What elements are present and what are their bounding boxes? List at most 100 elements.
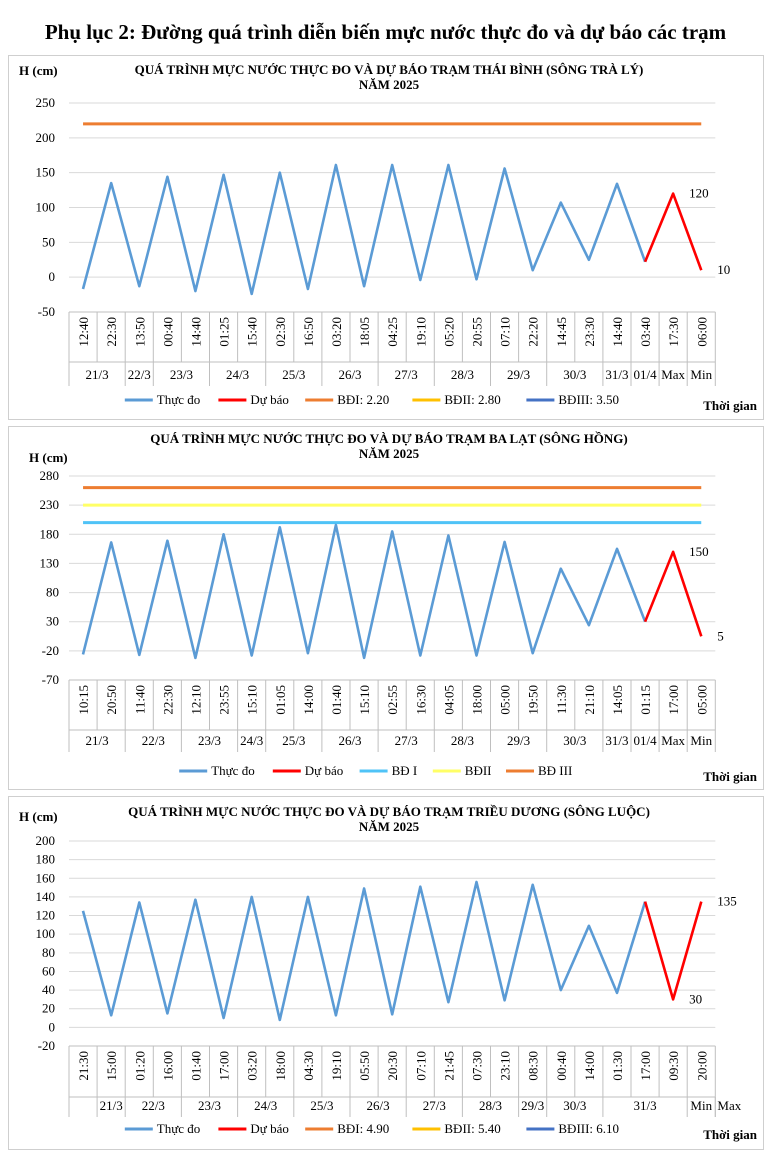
x-tick-label: 05:00 [694, 685, 709, 715]
date-group-label: Max [717, 1098, 741, 1113]
legend-label: BĐII: 5.40 [444, 1121, 500, 1136]
x-tick-label: 03:20 [329, 317, 344, 347]
date-group-label: Max [661, 733, 685, 748]
x-tick-label: 18:00 [273, 1051, 288, 1081]
x-tick-label: 04:25 [385, 317, 400, 347]
date-group-label: 21/3 [86, 367, 109, 382]
x-tick-label: 11:30 [554, 685, 569, 714]
date-group-label: 30/3 [563, 1098, 586, 1113]
x-axis-label: Thời gian [703, 398, 758, 413]
series-line-observed [81, 163, 647, 296]
x-tick-label: 14:05 [610, 685, 625, 715]
date-group-label: 31/3 [633, 1098, 656, 1113]
x-tick-label: 20:50 [104, 685, 119, 715]
chart-title: QUÁ TRÌNH MỰC NƯỚC THỰC ĐO VÀ DỰ BÁO TRẠ… [150, 431, 628, 446]
y-tick-label: 120 [36, 908, 56, 923]
x-tick-label: 04:30 [301, 1051, 316, 1081]
x-tick-label: 22:30 [160, 685, 175, 715]
date-group-label: 26/3 [367, 1098, 390, 1113]
legend-label: BĐ III [538, 763, 572, 778]
x-tick-label: 05:20 [441, 317, 456, 347]
series-line-forecast [643, 192, 703, 271]
date-group-label: 27/3 [395, 367, 418, 382]
date-group-label: 27/3 [423, 1098, 446, 1113]
x-tick-label: 01:40 [188, 1051, 203, 1081]
x-tick-label: 22:30 [104, 317, 119, 347]
date-group-label: 29/3 [521, 1098, 544, 1113]
date-group-label: 31/3 [605, 367, 628, 382]
y-axis-label: H (cm) [29, 450, 68, 465]
y-tick-label: 0 [49, 269, 56, 284]
x-tick-label: 14:40 [188, 317, 203, 347]
x-tick-label: 17:00 [217, 1051, 232, 1081]
y-tick-label: -20 [42, 643, 59, 658]
y-axis-label: H (cm) [19, 809, 58, 824]
series-line-observed [81, 523, 647, 660]
x-tick-label: 15:10 [245, 685, 260, 715]
x-tick-label: 14:40 [610, 317, 625, 347]
y-tick-label: 160 [36, 870, 56, 885]
x-tick-label: 03:20 [245, 1051, 260, 1081]
chart-subtitle: NĂM 2025 [359, 77, 420, 92]
x-tick-label: 09:30 [666, 1051, 681, 1081]
chart-title: QUÁ TRÌNH MỰC NƯỚC THỰC ĐO VÀ DỰ BÁO TRẠ… [135, 62, 644, 77]
y-tick-label: 40 [42, 982, 55, 997]
x-tick-label: 21:30 [76, 1051, 91, 1081]
x-tick-label: 13:50 [132, 317, 147, 347]
x-tick-label: 14:45 [554, 317, 569, 347]
series-line-forecast [643, 550, 703, 637]
x-tick-label: 14:00 [301, 685, 316, 715]
x-tick-label: 23:55 [217, 685, 232, 715]
date-group-label: 01/4 [633, 733, 657, 748]
date-group-label: 29/3 [507, 733, 530, 748]
y-tick-label: 0 [49, 1019, 56, 1034]
date-group-label: 28/3 [451, 367, 474, 382]
data-label: 120 [689, 186, 709, 201]
date-group-label: 24/3 [226, 367, 249, 382]
x-tick-label: 05:50 [357, 1051, 372, 1081]
chart-subtitle: NĂM 2025 [359, 446, 420, 461]
x-tick-label: 16:50 [301, 317, 316, 347]
legend-label: Dự báo [250, 392, 288, 407]
date-group-label: 26/3 [338, 733, 361, 748]
x-tick-label: 15:40 [245, 317, 260, 347]
x-tick-label: 01:05 [273, 685, 288, 715]
y-axis-label: H (cm) [19, 63, 58, 78]
x-tick-label: 20:00 [694, 1051, 709, 1081]
x-tick-label: 10:15 [76, 685, 91, 715]
x-tick-label: 07:10 [498, 317, 513, 347]
x-tick-label: 00:40 [160, 317, 175, 347]
x-tick-label: 20:55 [469, 317, 484, 347]
y-tick-label: 80 [42, 945, 55, 960]
date-group-label: 21/3 [100, 1098, 123, 1113]
y-tick-label: 80 [46, 585, 59, 600]
legend-label: BĐIII: 6.10 [558, 1121, 619, 1136]
x-tick-label: 17:30 [666, 317, 681, 347]
date-group-label: 01/4 [633, 367, 657, 382]
x-tick-label: 15:10 [357, 685, 372, 715]
date-group-label: 27/3 [395, 733, 418, 748]
legend-label: BĐIII: 3.50 [558, 392, 619, 407]
legend-label: Dự báo [250, 1121, 288, 1136]
legend-label: Thực đo [157, 392, 201, 407]
x-tick-label: 01:40 [329, 685, 344, 715]
series-line-forecast [643, 901, 703, 1001]
x-tick-label: 00:40 [554, 1051, 569, 1081]
date-group-label: 23/3 [198, 1098, 221, 1113]
date-group-label: 25/3 [282, 733, 305, 748]
x-tick-label: 07:30 [469, 1051, 484, 1081]
date-group-label: 23/3 [170, 367, 193, 382]
y-tick-label: 250 [36, 95, 56, 110]
legend-label: Thực đo [157, 1121, 201, 1136]
x-tick-label: 19:10 [329, 1051, 344, 1081]
x-tick-label: 17:00 [666, 685, 681, 715]
legend-label: Thực đo [211, 763, 255, 778]
data-label: 10 [717, 262, 730, 277]
date-group-label: 24/3 [240, 733, 263, 748]
y-tick-label: 150 [36, 165, 56, 180]
x-tick-label: 07:10 [413, 1051, 428, 1081]
x-tick-label: 02:55 [385, 685, 400, 715]
x-tick-label: 20:30 [385, 1051, 400, 1081]
x-tick-label: 19:10 [413, 317, 428, 347]
x-tick-label: 01:15 [638, 685, 653, 715]
